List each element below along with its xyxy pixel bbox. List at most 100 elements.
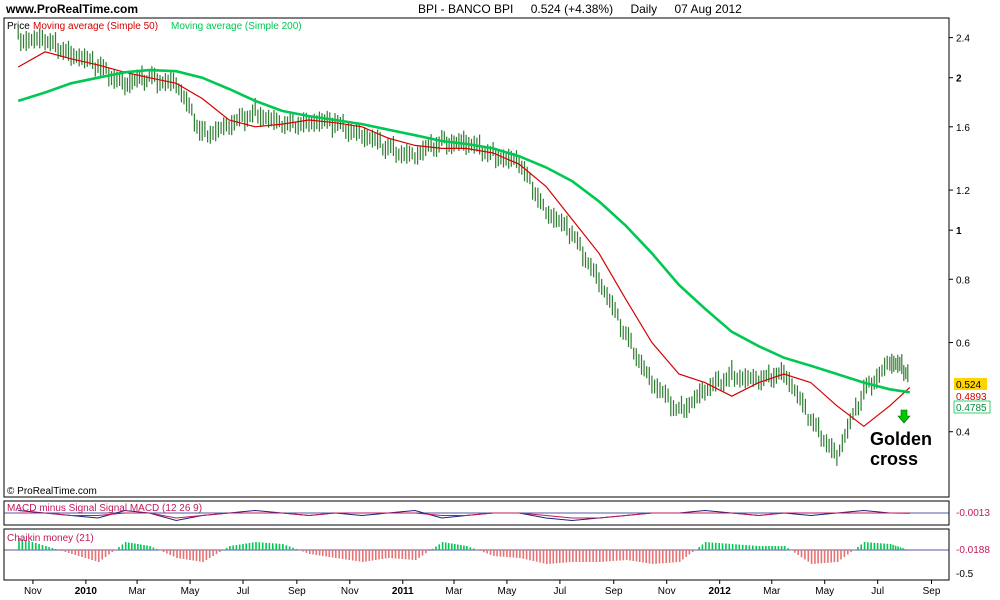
chaikin-bar [435,546,437,550]
chaikin-bar [512,550,515,558]
chaikin-title: Chaikin money (21) [7,533,94,544]
chaikin-bar [309,550,311,554]
macd-title: MACD minus Signal Signal MACD (12 26 9) [7,503,202,514]
chaikin-bar [21,539,24,550]
chaikin-bar [94,550,97,561]
y-tick-label: 0.6 [956,339,970,350]
chaikin-bar [539,550,541,563]
chaikin-bar [451,543,453,550]
chaikin-bar [325,550,327,557]
chaikin-bar [472,548,475,550]
chaikin-bar [662,550,664,564]
golden-cross-annotation: Golden cross [870,409,932,469]
chaikin-bar [502,550,505,557]
chaikin-tick-label: -0.5 [956,569,974,580]
chaikin-bar [715,542,717,551]
chaikin-bar [457,544,459,550]
chaikin-bar [331,550,334,558]
chaikin-bar [431,548,434,551]
chaikin-bar [794,550,796,553]
quote-date: 07 Aug 2012 [674,2,742,16]
chaikin-bar [328,550,331,557]
chaikin-bar [111,550,114,552]
chaikin-bar [708,542,710,551]
chaikin-bar [691,550,694,552]
chaikin-bar [565,550,568,563]
chaikin-bar [368,550,371,561]
chaikin-bar [745,545,747,550]
chaikin-bar [830,550,832,563]
chaikin-panel-frame [3,528,950,581]
chaikin-bar [883,543,885,550]
last-price-label: 0.524 [956,380,981,391]
chaikin-bar [48,547,50,550]
chaikin-bar [651,550,654,564]
chaikin-bar [853,549,856,550]
chaikin-bar [575,550,577,562]
chaikin-bar [632,550,634,561]
chaikin-bar [121,544,124,550]
chaikin-bar [588,550,591,562]
chaikin-bar [454,544,456,550]
chaikin-bar [137,544,139,550]
chaikin-bar [889,544,892,550]
chaikin-bar [479,550,482,551]
x-tick-label: Mar [763,586,781,597]
chaikin-bar [261,542,264,550]
chaikin-bar [292,547,294,551]
chaikin-bar [162,550,165,552]
x-tick-label: Jul [237,586,250,597]
chaikin-bar [748,545,751,551]
chaikin-bar [199,550,201,562]
chaikin-bar [166,550,168,554]
chaikin-bar [506,550,508,557]
chaikin-bar [807,550,810,562]
chaikin-bar [295,549,298,550]
chaikin-bar [384,550,387,559]
chaikin-bar [362,550,364,562]
chaikin-bar [421,550,424,556]
chaikin-bar [143,545,145,550]
up-arrow-icon [897,409,911,424]
chaikin-bar [578,550,581,562]
chaikin-bar [592,550,594,562]
chaikin-bar [897,546,899,550]
chaikin-bar [391,550,393,559]
chaikin-bar [665,550,667,563]
chaikin-bar [114,549,117,550]
chaikin-bar [685,550,687,557]
chaikin-bar [401,550,404,559]
chaikin-bar [483,550,485,553]
chaikin-bar [238,544,241,550]
last-price-badge [954,378,987,390]
chaikin-bar [876,543,879,550]
chaikin-bar [546,550,548,564]
chaikin-bar [552,550,555,564]
chaikin-bar [466,546,468,550]
time-x-axis: Nov 2010 Mar May Jul Sep Nov 2011 Mar May Jul Sep No… [24,580,941,597]
chart-period: Daily [630,2,658,16]
chaikin-bar [140,544,142,550]
site-name[interactable]: www.ProRealTime.com [6,2,139,16]
chaikin-bar [648,550,651,564]
chaikin-bar [335,550,337,558]
chaikin-bar [731,544,734,550]
chaikin-bar [529,550,531,561]
legend-ma50: Moving average (Simple 50) [33,21,158,32]
chaikin-bar [777,546,780,550]
chaikin-bar [229,546,231,550]
chaikin-bar [711,542,714,550]
chaikin-bar [251,542,254,550]
chaikin-bar [532,550,535,561]
chaikin-bar [658,550,661,564]
chaikin-bar [348,550,351,560]
chaikin-bar [288,546,291,550]
chaikin-bar [91,550,93,560]
chaikin-bar [195,550,198,561]
chaikin-bar [672,550,674,563]
chaikin-bar [863,542,866,550]
instrument-headline: BPI - BANCO BPI 0.524 (+4.38%) Daily 07 … [418,2,756,16]
chaikin-bar [375,550,377,560]
chaikin-bar [172,550,175,557]
